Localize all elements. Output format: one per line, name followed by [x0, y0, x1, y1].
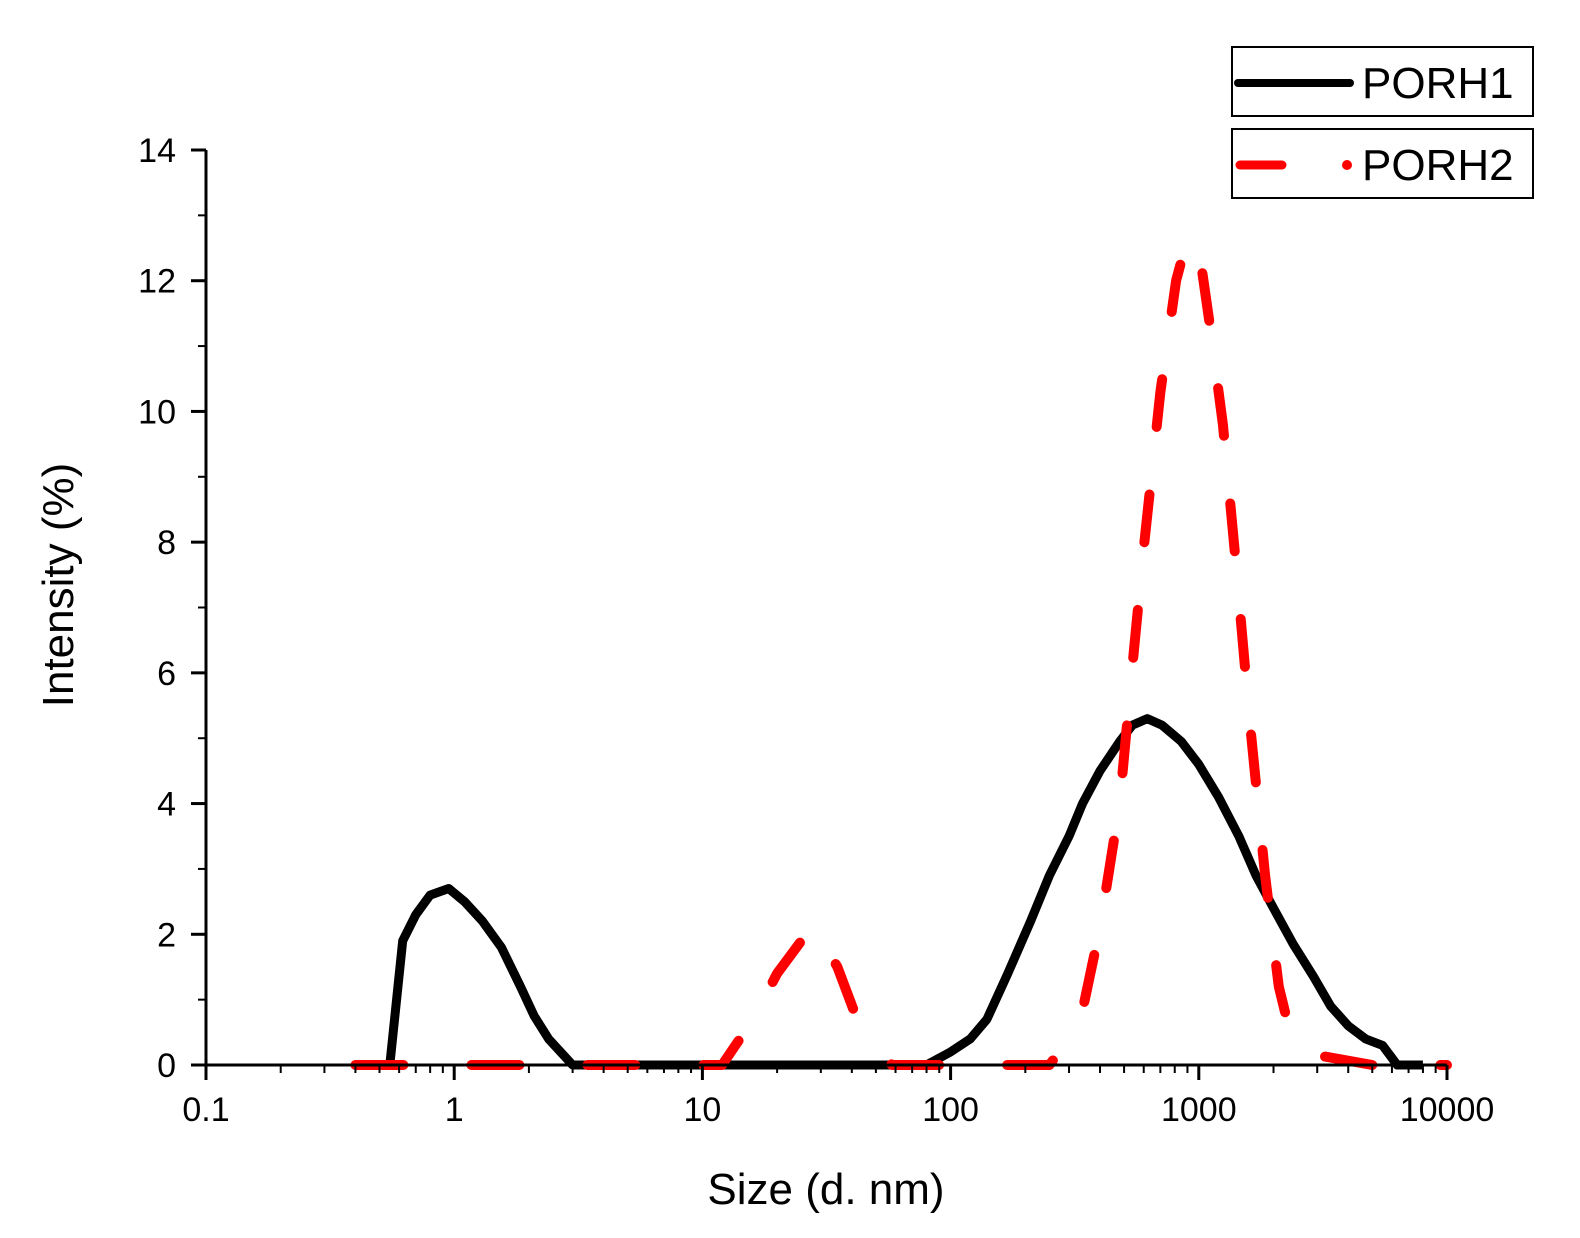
- x-tick-label: 0.1: [182, 1091, 229, 1129]
- y-tick-label: 14: [138, 132, 176, 170]
- legend-label-porh1: PORH1: [1362, 59, 1514, 108]
- x-tick-label: 10000: [1400, 1091, 1495, 1129]
- series-line-porh2: [350, 233, 1452, 1070]
- legend: PORH1 PORH2: [1231, 46, 1534, 199]
- x-axis-tick-labels: 0.1 1 10 100 1000 10000: [182, 1091, 1494, 1129]
- x-axis-ticks: [204, 1065, 1449, 1080]
- y-tick-label: 8: [157, 524, 176, 562]
- y-axis-tick-labels: 0 2 4 6 8 10 12 14: [138, 132, 176, 1085]
- y-tick-label: 6: [157, 655, 176, 693]
- y-tick-label: 0: [157, 1047, 176, 1085]
- legend-label-porh2: PORH2: [1362, 141, 1514, 190]
- y-tick-label: 2: [157, 916, 176, 954]
- x-tick-label: 100: [922, 1091, 979, 1129]
- y-tick-label: 4: [157, 786, 176, 824]
- x-axis-title: Size (d. nm): [707, 1165, 944, 1214]
- series-line-porh1: [355, 714, 1423, 1070]
- y-tick-label: 12: [138, 263, 176, 301]
- y-axis-ticks: [191, 148, 206, 1067]
- y-tick-label: 10: [138, 393, 176, 431]
- y-axis-title: Intensity (%): [34, 463, 83, 708]
- x-tick-label: 10: [683, 1091, 721, 1129]
- x-tick-label: 1: [445, 1091, 464, 1129]
- legend-swatch-porh2-dot: [1342, 160, 1352, 170]
- plot-area: [350, 233, 1452, 1070]
- x-tick-label: 1000: [1161, 1091, 1237, 1129]
